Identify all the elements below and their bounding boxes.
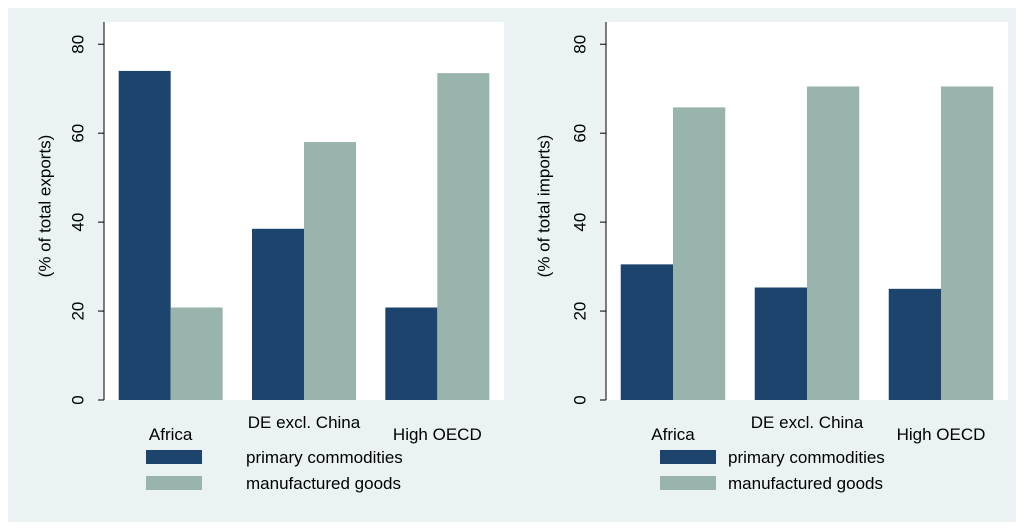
y-tick-label: 20 [570,302,589,321]
legend-swatch [660,476,716,490]
x-tick-label: DE excl. China [248,413,361,432]
bar-manufactured [807,86,860,400]
legend-swatch [146,450,202,464]
y-tick-label: 20 [68,302,87,321]
x-tick-label: High OECD [393,425,482,444]
x-tick-label: High OECD [897,425,986,444]
legend-swatch [146,476,202,490]
y-tick-label: 60 [570,124,589,143]
bar-manufactured [941,86,994,400]
legend-label: primary commodities [728,448,885,467]
y-tick-label: 60 [68,124,87,143]
y-tick-label: 80 [570,35,589,54]
bar-primary [385,307,438,400]
x-tick-label: Africa [149,425,193,444]
y-tick-label: 40 [570,213,589,232]
chart-canvas: Africa DE excl. China High OECD 0 20 40 60 80 (%… [35,22,1008,493]
bar-manufactured [673,107,726,400]
y-tick-label: 0 [570,395,589,404]
bar-primary [754,287,807,400]
bar-primary [620,264,673,400]
bar-primary [888,288,941,400]
y-tick-label: 0 [68,395,87,404]
legend-label: primary commodities [246,448,403,467]
bar-manufactured [170,307,223,400]
bar-primary [252,228,304,400]
bar-manufactured [437,73,490,400]
x-tick-label: Africa [651,425,695,444]
figure: Africa DE excl. China High OECD 0 20 40 60 80 (%… [8,8,1016,522]
legend-label: manufactured goods [246,474,401,493]
y-tick-label: 40 [68,213,87,232]
y-axis-title: (% of total exports) [35,135,54,278]
x-tick-label: DE excl. China [751,413,864,432]
legend-label: manufactured goods [728,474,883,493]
bar-manufactured [304,142,356,400]
y-tick-label: 80 [68,35,87,54]
legend-swatch [660,450,716,464]
bar-primary [118,70,171,400]
y-axis-title: (% of total imports) [534,135,553,278]
